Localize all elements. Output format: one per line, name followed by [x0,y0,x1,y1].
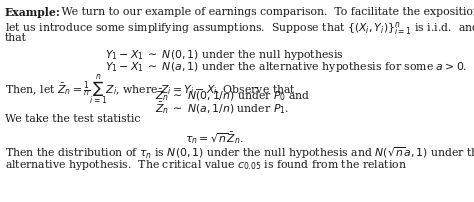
Text: that: that [5,33,27,43]
Text: Example:: Example: [5,7,61,18]
Text: $\bar{Z}_n \;\sim\; N(0, 1/n)$ under $P_0$ and: $\bar{Z}_n \;\sim\; N(0, 1/n)$ under $P_… [155,87,310,102]
Text: let us introduce some simplifying assumptions.  Suppose that $\{(X_i, Y_i)\}_{i=: let us introduce some simplifying assump… [5,20,474,37]
Text: $Y_1 - X_1 \;\sim\; N(0, 1)$ under the null hypothesis: $Y_1 - X_1 \;\sim\; N(0, 1)$ under the n… [105,48,344,62]
Text: $\tau_n = \sqrt{n}\bar{Z}_n.$: $\tau_n = \sqrt{n}\bar{Z}_n.$ [185,129,244,145]
Text: We take the test statistic: We take the test statistic [5,114,140,123]
Text: We turn to our example of earnings comparison.  To facilitate the exposition,: We turn to our example of earnings compa… [58,7,474,17]
Text: $Y_1 - X_1 \;\sim\; N(a, 1)$ under the alternative hypothesis for some $a > 0$.: $Y_1 - X_1 \;\sim\; N(a, 1)$ under the a… [105,60,467,74]
Text: Then the distribution of $\tau_n$ is $N(0, 1)$ under the null hypothesis and $N(: Then the distribution of $\tau_n$ is $N(… [5,144,474,160]
Text: alternative hypothesis.  The critical value $c_{0.05}$ is found from the relatio: alternative hypothesis. The critical val… [5,157,407,171]
Text: $\bar{Z}_n \;\sim\; N(a, 1/n)$ under $P_1$.: $\bar{Z}_n \;\sim\; N(a, 1/n)$ under $P_… [155,100,289,115]
Text: Then, let $\bar{Z}_n = \frac{1}{n}\sum_{i=1}^n Z_i$, where $Z_i = Y_i - X_i$. Ob: Then, let $\bar{Z}_n = \frac{1}{n}\sum_{… [5,73,296,107]
